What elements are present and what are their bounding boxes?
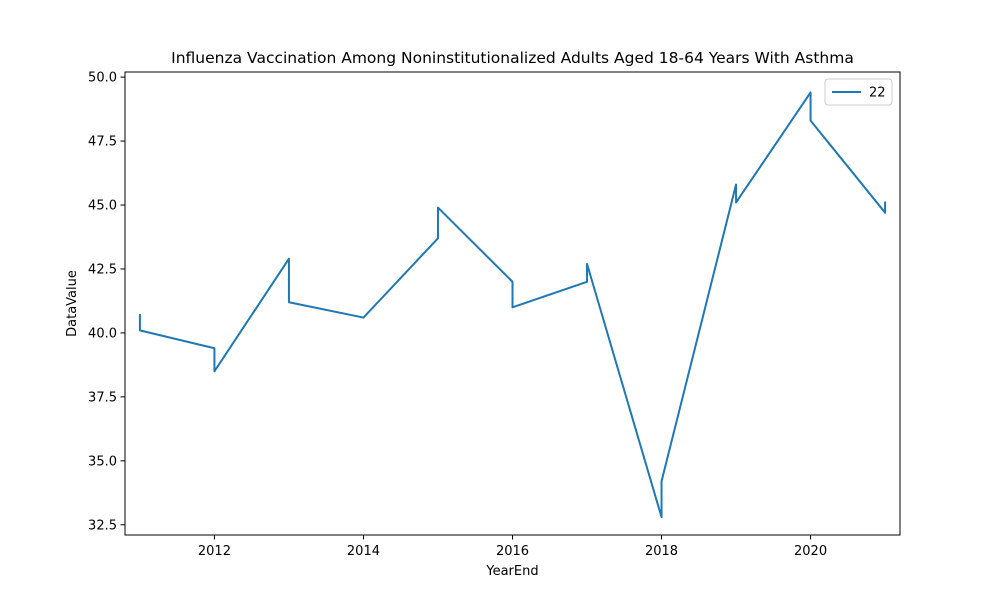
x-axis-title: YearEnd (485, 564, 538, 579)
plot-area (138, 91, 887, 519)
x-tick-label: 2016 (496, 544, 529, 559)
y-tick-label: 45.0 (88, 199, 117, 214)
series-line (138, 91, 887, 519)
y-axis-title: DataValue (65, 270, 80, 337)
y-tick-label: 47.5 (88, 135, 117, 150)
legend: 22 (824, 78, 893, 106)
y-tick-label: 35.0 (88, 454, 117, 469)
y-axis: 32.5 35.0 37.5 40.0 42.5 45.0 47.5 50.0 (88, 71, 125, 533)
y-tick-label: 32.5 (88, 518, 117, 533)
y-tick-label: 42.5 (88, 262, 117, 277)
chart-title: Influenza Vaccination Among Noninstituti… (171, 49, 854, 67)
y-tick-label: 40.0 (88, 326, 117, 341)
x-tick-label: 2018 (645, 544, 678, 559)
x-tick-label: 2012 (198, 544, 231, 559)
y-tick-label: 37.5 (88, 390, 117, 405)
x-tick-label: 2014 (347, 544, 380, 559)
legend-label: 22 (869, 86, 886, 101)
x-axis: 2012 2014 2016 2018 2020 (198, 535, 827, 559)
x-tick-label: 2020 (794, 544, 827, 559)
y-tick-label: 50.0 (88, 71, 117, 86)
